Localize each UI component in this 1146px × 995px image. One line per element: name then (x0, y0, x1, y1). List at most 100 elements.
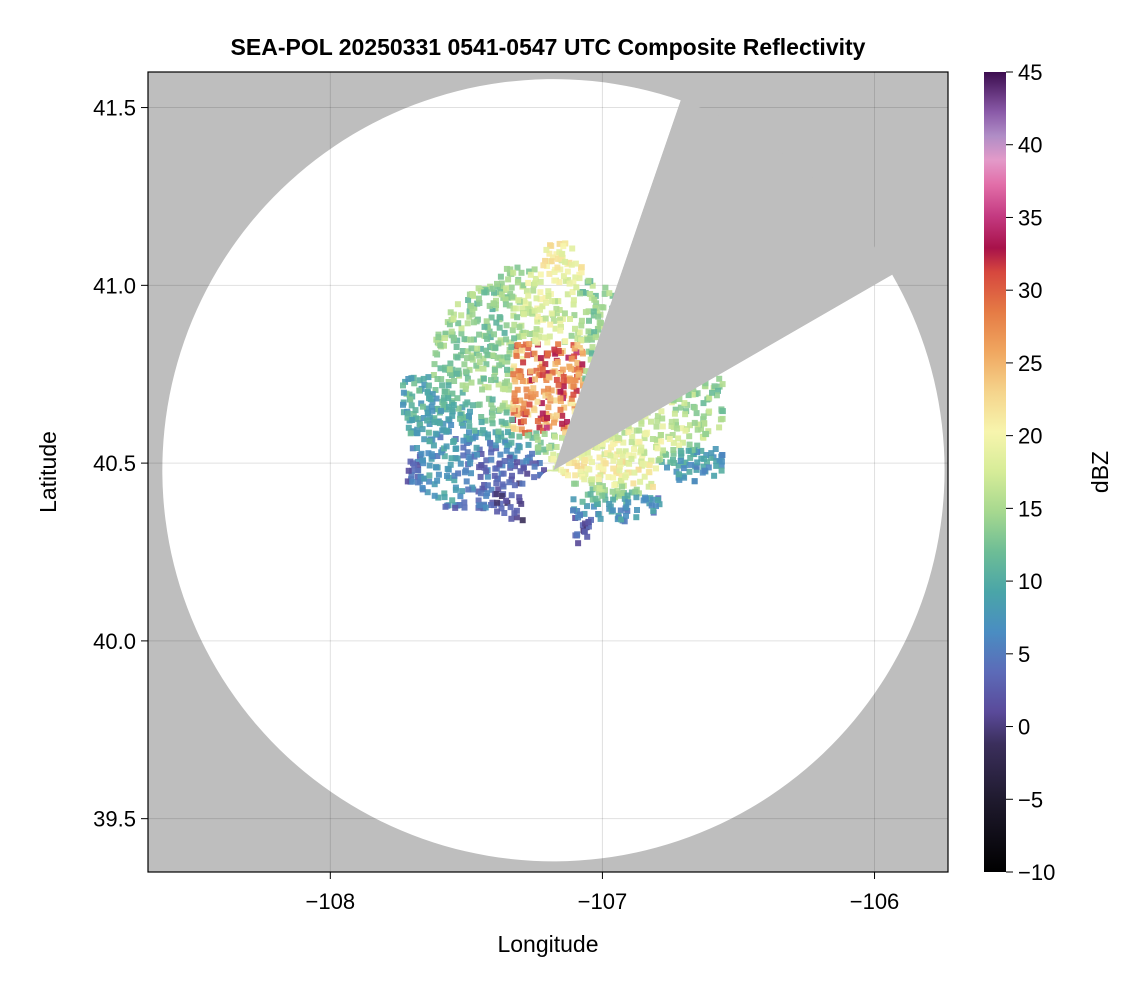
y-tick-label: 39.5 (93, 807, 136, 832)
echo-cell (602, 460, 609, 467)
echo-cell (495, 436, 502, 443)
echo-cell (512, 305, 519, 312)
echo-cell (431, 361, 438, 368)
echo-cell (600, 465, 607, 472)
echo-cell (536, 372, 543, 379)
echo-cell (648, 502, 655, 509)
echo-cell (544, 414, 550, 421)
echo-cell (687, 422, 693, 429)
echo-cell (715, 387, 721, 394)
echo-cell (414, 445, 420, 451)
echo-cell (677, 458, 684, 464)
echo-cell (488, 401, 495, 408)
echo-cell (466, 366, 473, 373)
colorbar-tick-label: 15 (1018, 496, 1042, 521)
echo-cell (488, 416, 495, 423)
echo-cell (547, 321, 554, 328)
echo-cell (512, 378, 519, 385)
echo-cell (719, 408, 726, 415)
echo-cell (608, 444, 615, 451)
echo-cell (507, 462, 514, 469)
echo-cell (568, 261, 575, 268)
echo-cell (424, 489, 431, 496)
echo-cell (419, 426, 426, 433)
echo-cell (515, 342, 522, 348)
echo-cell (450, 439, 457, 445)
echo-cell (621, 495, 628, 502)
echo-cell (442, 388, 449, 395)
echo-cell (610, 457, 617, 464)
echo-cell (610, 474, 617, 481)
echo-cell (454, 455, 461, 462)
echo-cell (437, 434, 444, 441)
echo-cell (524, 393, 531, 400)
echo-cell (476, 331, 483, 338)
echo-cell (631, 469, 638, 476)
echo-cell (592, 495, 599, 502)
echo-cell (527, 368, 534, 375)
echo-cell (713, 458, 720, 465)
echo-cell (503, 336, 510, 343)
echo-cell (536, 333, 542, 340)
echo-cell (556, 279, 563, 286)
echo-cell (442, 330, 449, 337)
echo-cell (522, 341, 529, 348)
echo-cell (560, 468, 567, 475)
echo-cell (426, 472, 433, 479)
echo-cell (528, 377, 535, 384)
echo-cell (541, 467, 547, 474)
echo-cell (431, 492, 438, 499)
echo-cell (566, 377, 573, 383)
echo-cell (595, 313, 602, 320)
echo-cell (455, 470, 462, 477)
echo-cell (540, 262, 547, 269)
echo-cell (638, 420, 645, 427)
x-axis-label: Longitude (497, 931, 598, 957)
echo-cell (494, 508, 501, 515)
echo-cell (474, 401, 481, 408)
colorbar-tick-label: −10 (1018, 860, 1055, 885)
echo-cell (516, 373, 523, 380)
echo-cell (582, 520, 588, 527)
reflectivity-echoes (400, 100, 893, 547)
echo-cell (511, 335, 518, 342)
echo-cell (450, 315, 457, 322)
echo-cell (570, 279, 577, 286)
echo-cell (630, 480, 637, 487)
echo-cell (568, 395, 575, 402)
echo-cell (491, 331, 497, 338)
echo-cell (531, 350, 538, 357)
echo-cell (508, 284, 515, 291)
echo-cell (469, 311, 476, 318)
echo-cell (604, 450, 611, 457)
echo-cell (552, 433, 558, 440)
echo-cell (578, 264, 585, 271)
echo-cell (592, 292, 599, 299)
echo-cell (509, 327, 516, 334)
echo-cell (545, 373, 552, 380)
echo-cell (430, 442, 437, 449)
echo-cell (525, 279, 532, 286)
echo-cell (483, 457, 490, 464)
echo-cell (582, 471, 589, 477)
echo-cell (579, 350, 586, 357)
echo-cell (457, 411, 464, 418)
colorbar-tick-label: 10 (1018, 569, 1042, 594)
echo-cell (527, 271, 534, 278)
echo-cell (511, 510, 518, 517)
echo-cell (520, 418, 527, 425)
echo-cell (589, 459, 595, 466)
echo-cell (480, 375, 487, 382)
echo-cell (539, 410, 546, 417)
echo-cell (698, 447, 705, 454)
echo-cell (514, 264, 521, 271)
echo-cell (676, 476, 683, 483)
echo-cell (519, 305, 526, 312)
echo-cell (471, 427, 478, 434)
echo-cell (426, 478, 433, 485)
echo-cell (481, 464, 488, 471)
echo-cell (508, 432, 515, 438)
echo-cell (404, 410, 411, 417)
echo-cell (656, 501, 663, 508)
echo-cell (409, 467, 416, 474)
